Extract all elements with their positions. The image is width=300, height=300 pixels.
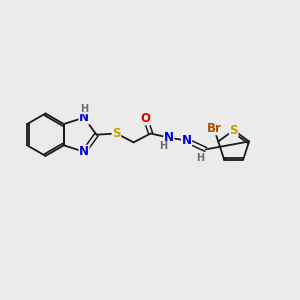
Text: H: H	[80, 104, 88, 114]
Text: H: H	[196, 153, 205, 163]
Text: N: N	[79, 145, 89, 158]
Text: N: N	[79, 111, 89, 124]
Text: N: N	[182, 134, 192, 147]
Text: S: S	[112, 127, 121, 140]
Text: N: N	[164, 131, 174, 144]
Text: O: O	[140, 112, 150, 125]
Text: Br: Br	[206, 122, 221, 135]
Text: S: S	[230, 124, 238, 137]
Text: H: H	[160, 142, 168, 152]
